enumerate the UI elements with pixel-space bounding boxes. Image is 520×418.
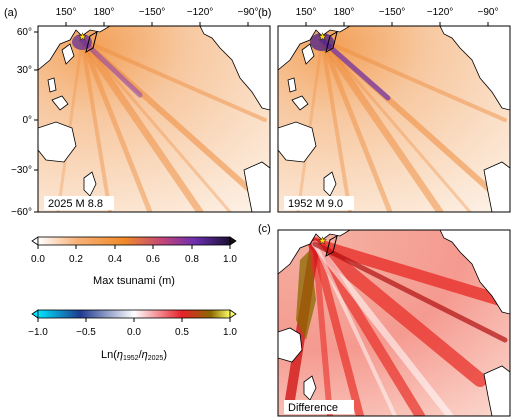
lon-tick-label: −90°	[238, 7, 259, 18]
panel-b-source-peak	[310, 33, 334, 51]
lon-tick-label: 150°	[56, 7, 77, 18]
colorbar-tsunami-bar	[37, 236, 231, 246]
lon-tick-label: −150°	[139, 7, 166, 18]
panel-c-caption-box	[284, 400, 354, 414]
colorbar-tsunami-label: Max tsunami (m)	[93, 275, 175, 287]
colorbar-ratio-tick-label: 0.5	[175, 327, 189, 338]
colorbar-tsunami-ticks	[37, 245, 231, 249]
panel-a-caption-box	[44, 196, 114, 210]
lat-tick-label: −60°	[11, 207, 32, 218]
colorbar-ratio: −1.0 −0.5 0.0 0.5 1.0 Ln(η1952/η2025)	[28, 309, 237, 362]
lat-tick-label: 0°	[22, 115, 32, 126]
japan-landmass	[61, 43, 75, 65]
panel-c-epicenter-star: ★	[318, 236, 327, 247]
colorbar-tsunami-tick-label: 0.4	[108, 254, 122, 265]
colorbar-tsunami-tick-label: 0.0	[31, 254, 45, 265]
colorbar-ratio-bar	[37, 309, 231, 319]
panel-c-positive-extreme	[296, 250, 316, 340]
lon-tick-label: −120°	[427, 7, 454, 18]
panel-c-rupture-outline	[325, 234, 338, 258]
panel-a: ★ (a) 150° 180° −150° −120° −90° 60° 30°…	[4, 7, 271, 218]
australia-landmass	[38, 121, 77, 163]
colorbar-ratio-tick-label: 0.0	[127, 327, 141, 338]
panel-a-tsunami-rays	[56, 36, 267, 212]
lon-tick-label: −150°	[379, 7, 406, 18]
panel-a-ticks	[34, 22, 249, 213]
panel-a-letter: (a)	[4, 7, 17, 19]
colorbar-ratio-tick-label: 1.0	[223, 327, 237, 338]
colorbar-ratio-tick-label: −0.5	[76, 327, 96, 338]
panel-a-rupture-outline	[85, 30, 98, 54]
lon-tick-label: −120°	[187, 7, 214, 18]
panel-b: ★ (b) 150° 180° −150° −120° −90° 1952 M …	[258, 7, 511, 213]
lon-tick-label: 150°	[296, 7, 317, 18]
colorbar-tsunami-tick-label: 1.0	[223, 254, 237, 265]
colorbar-ratio-high-triangle	[229, 309, 237, 319]
panel-c: ★ (c) Difference	[258, 223, 511, 417]
colorbar-ratio-label: Ln(η1952/η2025)	[101, 349, 167, 362]
panel-c-caption: Difference	[288, 402, 338, 414]
colorbar-tsunami-tick-label: 0.2	[69, 254, 83, 265]
asia-landmass	[38, 26, 111, 71]
panel-c-letter: (c)	[258, 223, 271, 235]
new-zealand-landmass	[83, 171, 97, 197]
lon-tick-label: 180°	[94, 7, 115, 18]
colorbar-tsunami-low-triangle	[31, 236, 39, 246]
colorbar-ratio-ticks	[37, 318, 231, 322]
colorbar-tsunami-tick-label: 0.6	[146, 254, 160, 265]
lon-tick-label: −90°	[478, 7, 499, 18]
panel-c-difference-rays	[285, 237, 508, 416]
colorbar-tsunami: 0.0 0.2 0.4 0.6 0.8 1.0 Max tsunami (m)	[31, 236, 237, 287]
lat-tick-label: −30°	[11, 165, 32, 176]
panel-c-frame	[277, 229, 511, 417]
new-guinea-landmass	[51, 95, 69, 111]
south-america-landmass	[243, 161, 270, 212]
panel-b-tsunami-rays	[296, 36, 507, 212]
panel-b-epicenter-star: ★	[318, 32, 327, 43]
colorbar-ratio-low-triangle	[31, 309, 39, 319]
panel-a-frame	[37, 25, 271, 213]
panel-b-rupture-outline	[325, 30, 338, 54]
panel-b-land	[278, 26, 510, 212]
panel-c-land	[278, 230, 510, 416]
panel-a-caption: 2025 M 8.8	[48, 198, 103, 210]
panel-b-letter: (b)	[258, 7, 271, 19]
panel-b-frame	[277, 25, 511, 213]
lat-tick-label: 30°	[17, 65, 32, 76]
panel-b-caption-box	[284, 196, 354, 210]
panel-a-land	[38, 26, 270, 212]
colorbar-ratio-tick-label: −1.0	[28, 327, 48, 338]
lat-tick-label: 60°	[17, 27, 32, 38]
philippines-landmass	[47, 77, 57, 93]
colorbar-tsunami-tick-label: 0.8	[185, 254, 199, 265]
panel-a-epicenter-star: ★	[78, 32, 87, 43]
north-america-landmass	[199, 26, 270, 111]
panel-b-caption: 1952 M 9.0	[288, 198, 343, 210]
panel-b-ticks	[305, 22, 489, 26]
lon-tick-label: 180°	[334, 7, 355, 18]
colorbar-tsunami-high-triangle	[229, 236, 237, 246]
